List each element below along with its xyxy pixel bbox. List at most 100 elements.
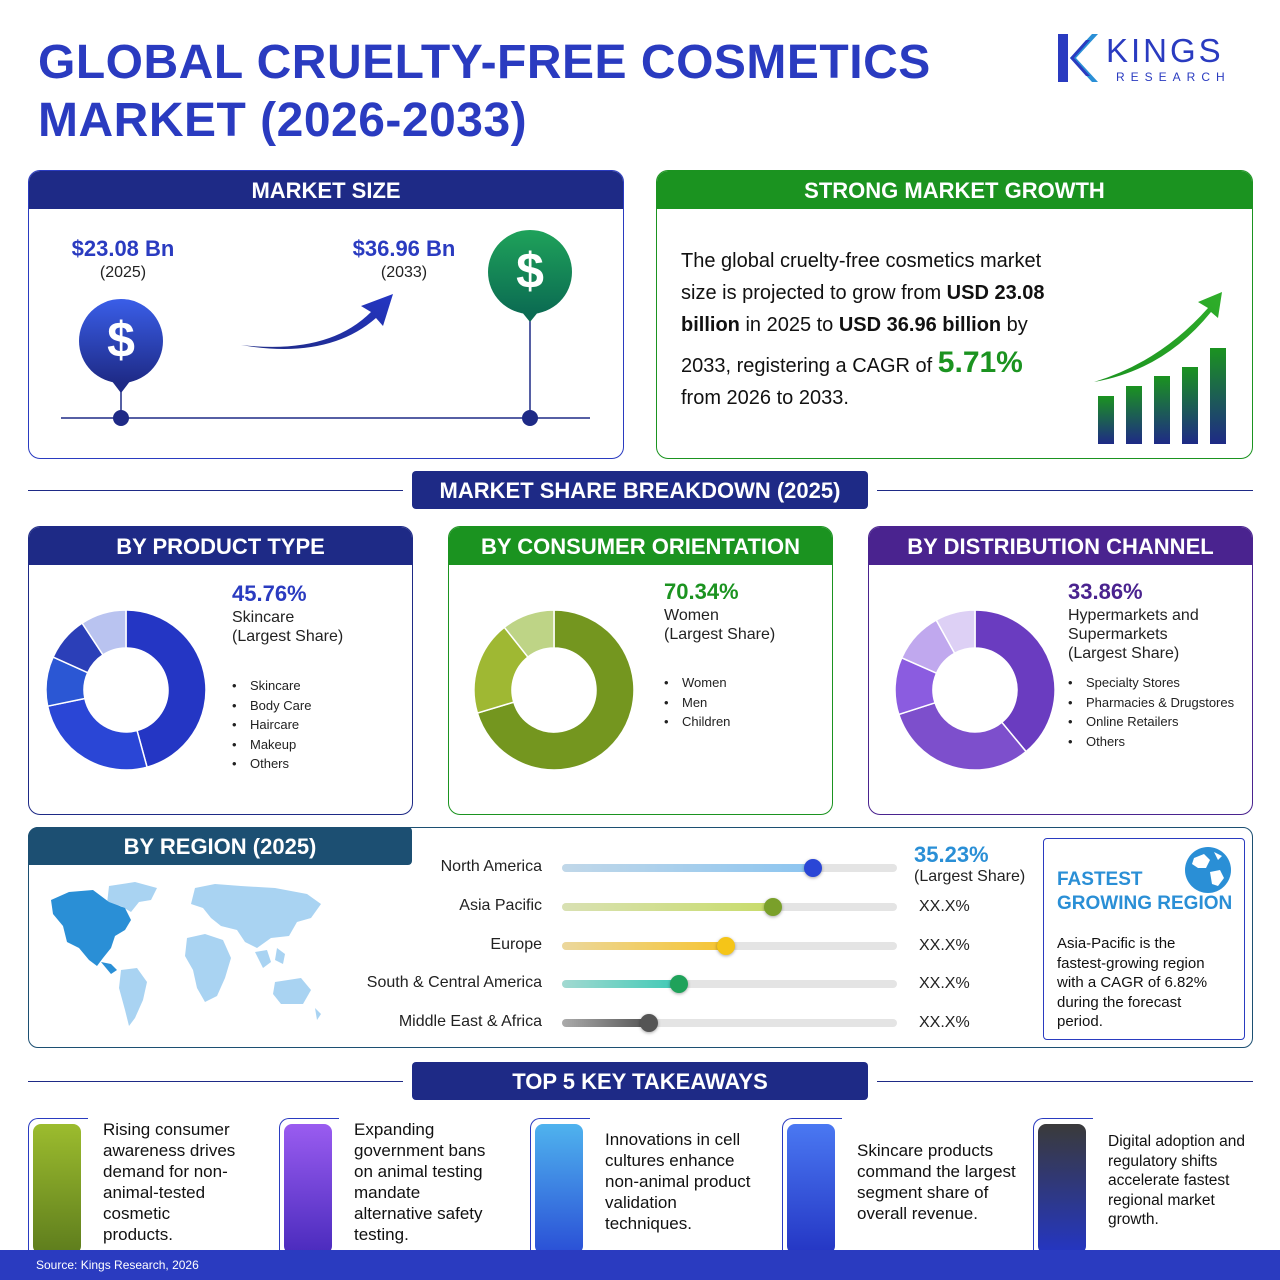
distribution-pct: 33.86%	[1068, 579, 1143, 604]
growth-arrow-green-icon	[1094, 292, 1222, 382]
distribution-slice-4	[935, 609, 976, 655]
market-size-graphic	[61, 230, 590, 426]
takeaway-line: techniques.	[605, 1214, 692, 1233]
region-name: Asia Pacific	[459, 897, 542, 914]
product-type-pct: 45.76%	[232, 581, 307, 606]
legend-item: Children	[664, 714, 730, 734]
growth-bar-2	[1154, 376, 1170, 444]
region-track	[562, 859, 897, 877]
region-track	[562, 937, 897, 955]
takeaway-line: validation	[605, 1193, 677, 1212]
takeaway-line: overall revenue.	[857, 1204, 978, 1223]
region-name: Middle East & Africa	[398, 1013, 542, 1030]
title-line-1: GLOBAL CRUELTY-FREE COSMETICS	[38, 36, 931, 89]
fastest-region-text: Asia-Pacific is the fastest-growing regi…	[1057, 935, 1208, 1030]
legend-item: Skincare	[232, 678, 311, 698]
region-value: XX.X%	[919, 898, 970, 915]
takeaway-line: Innovations in cell	[605, 1130, 741, 1149]
takeaway-line: cosmetic	[103, 1204, 171, 1223]
product-type-card: BY PRODUCT TYPE	[28, 526, 413, 815]
product-type-slice-4	[81, 609, 127, 656]
region-fill	[562, 864, 814, 872]
takeaway-line: demand for non-	[103, 1162, 228, 1181]
region-knob	[764, 898, 783, 916]
fastest-region-box	[1043, 838, 1245, 1040]
timeline-dot-2033	[522, 410, 538, 426]
globe-icon	[1185, 847, 1231, 893]
takeaway-line: mandate	[354, 1183, 421, 1202]
market-size-start-year: (2025)	[99, 264, 147, 281]
takeaway-line: segment share of	[857, 1183, 989, 1202]
legend-item: Others	[1068, 734, 1234, 754]
market-size-end-value: $36.96 Bn	[352, 236, 456, 261]
takeaway-frame	[782, 1118, 842, 1250]
distribution-card: BY DISTRIBUTION CHANNEL	[868, 526, 1253, 815]
region-track	[562, 898, 897, 916]
timeline-dot-2025	[113, 410, 129, 426]
growth-description: The global cruelty-free cosmetics market…	[681, 245, 1081, 414]
takeaway-line: non-animal product	[605, 1172, 751, 1191]
growth-bar-3	[1182, 367, 1198, 444]
takeaway-text: Skincare products command the largest segm…	[857, 1140, 1027, 1224]
distribution-legend: Specialty Stores Pharmacies & Drugstores…	[1068, 675, 1234, 753]
takeaway-line: awareness drives	[103, 1141, 236, 1160]
takeaway-line: Skincare products	[857, 1141, 994, 1160]
k-logo-icon	[1058, 34, 1098, 82]
market-size-card: MARKET SIZE	[28, 170, 624, 459]
legend-item: Makeup	[232, 737, 311, 757]
region-knob	[804, 859, 823, 877]
takeaway-line: animal-tested	[103, 1183, 206, 1202]
consumer-legend: Women Men Children	[664, 675, 730, 734]
page-title: GLOBAL CRUELTY-FREE COSMETICS MARKET (20…	[38, 34, 938, 150]
cagr-value: 5.71%	[937, 346, 1023, 379]
region-fill	[562, 980, 680, 988]
takeaway-line: Expanding	[354, 1120, 435, 1139]
legend-item: Others	[232, 756, 311, 776]
takeaway-text: Digital adoption and regulatory shifts acc…	[1108, 1132, 1278, 1230]
growth-bar-4	[1210, 348, 1226, 444]
distribution-slice-1	[897, 701, 1028, 771]
product-type-slice-0	[125, 609, 207, 769]
product-type-donut	[45, 609, 207, 771]
region-value: XX.X%	[919, 975, 970, 992]
takeaway-frame	[530, 1118, 590, 1250]
growth-line-3: billion in 2025 to USD 36.96 billion by	[681, 314, 1028, 336]
legend-item: Haircare	[232, 717, 311, 737]
region-name: South & Central America	[366, 974, 542, 991]
consumer-donut	[473, 609, 635, 771]
takeaway-line: government bans	[354, 1141, 486, 1160]
takeaway-frame	[28, 1118, 88, 1250]
market-growth-heading: STRONG MARKET GROWTH	[657, 171, 1252, 209]
takeaway-line: accelerate fastest	[1108, 1172, 1230, 1189]
kings-research-logo: KINGS RESEARCH	[1058, 32, 1258, 88]
region-name: Europe	[490, 936, 542, 953]
region-heading: BY REGION (2025)	[28, 827, 412, 865]
takeaway-line: regional market	[1108, 1191, 1215, 1209]
takeaway-bar	[535, 1124, 583, 1254]
takeaway-line: Rising consumer	[103, 1120, 230, 1139]
takeaway-bar	[1038, 1124, 1086, 1254]
region-knob	[670, 975, 689, 993]
legend-item: Specialty Stores	[1068, 675, 1234, 695]
region-name: North America	[440, 858, 542, 875]
dollar-icon-2033: $	[516, 243, 544, 299]
distribution-slice-0	[974, 609, 1056, 753]
market-size-heading: MARKET SIZE	[29, 171, 623, 209]
region-fill	[562, 942, 727, 950]
consumer-heading: BY CONSUMER ORIENTATION	[449, 527, 832, 565]
takeaway-line: regulatory shifts	[1108, 1152, 1218, 1170]
takeaway-line: cultures enhance	[605, 1151, 735, 1170]
region-track	[562, 975, 897, 993]
product-type-heading: BY PRODUCT TYPE	[29, 527, 412, 565]
growth-line-4: 2033, registering a CAGR of 5.71%	[681, 346, 1023, 379]
consumer-pct: 70.34%	[664, 579, 739, 604]
region-fill	[562, 1019, 650, 1027]
region-value: 35.23%	[914, 842, 989, 867]
legend-item: Men	[664, 695, 730, 715]
takeaway-text: Rising consumer awareness drives demand fo…	[103, 1119, 273, 1245]
takeaway-line: growth.	[1108, 1211, 1159, 1228]
consumer-slice-0	[476, 609, 635, 771]
legend-item: Body Care	[232, 698, 311, 718]
product-type-slice-1	[46, 697, 148, 771]
takeaway-line: command the largest	[857, 1162, 1016, 1181]
